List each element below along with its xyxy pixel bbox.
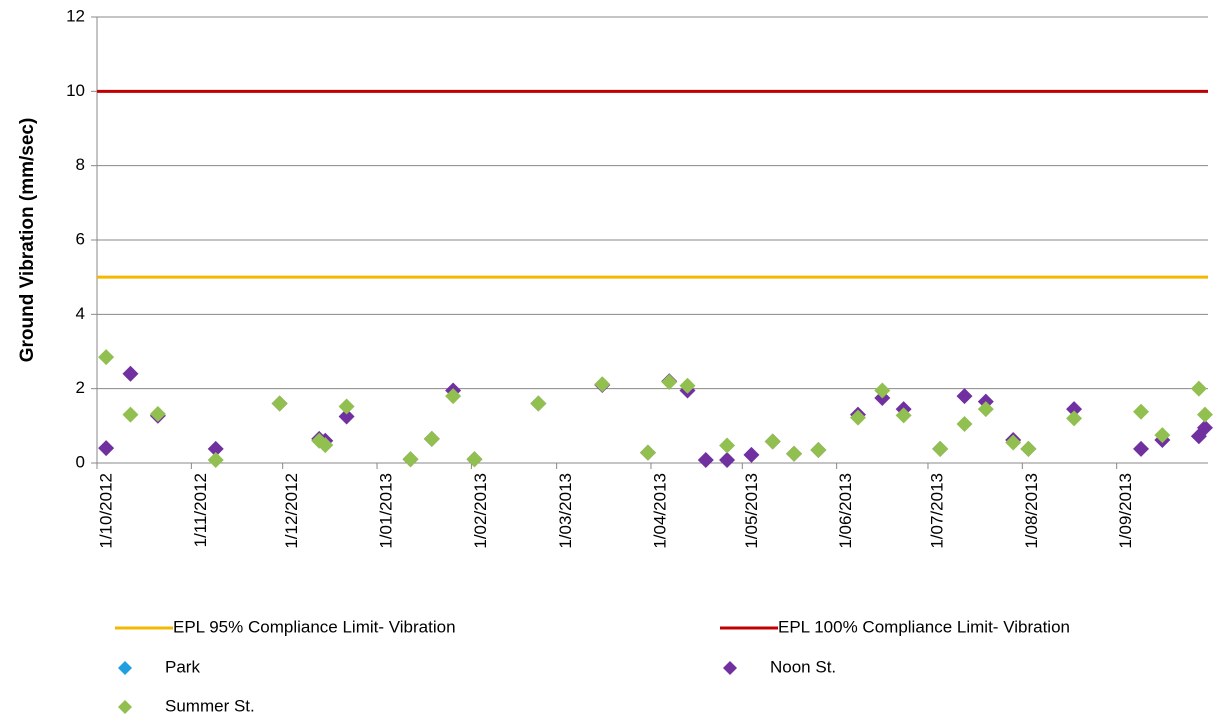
marker	[977, 401, 994, 418]
marker	[1066, 401, 1083, 418]
marker	[1190, 380, 1207, 397]
marker	[466, 451, 483, 468]
x-tick-label: 1/12/2012	[282, 473, 301, 549]
marker	[956, 388, 973, 405]
marker	[661, 373, 678, 390]
marker	[207, 452, 224, 469]
y-tick-label: 8	[76, 155, 85, 174]
marker	[122, 406, 139, 423]
marker	[149, 405, 166, 422]
marker	[1005, 434, 1022, 451]
marker	[98, 349, 115, 366]
marker	[786, 445, 803, 462]
marker	[932, 440, 949, 457]
marker	[207, 440, 224, 457]
y-tick-label: 0	[76, 452, 85, 471]
marker	[1154, 427, 1171, 444]
legend-label: EPL 100% Compliance Limit- Vibration	[778, 617, 1070, 636]
legend-marker	[723, 661, 737, 675]
marker	[719, 452, 736, 469]
marker	[338, 398, 355, 415]
marker	[122, 365, 139, 382]
marker	[719, 437, 736, 454]
marker	[1196, 419, 1213, 436]
legend-marker	[118, 700, 132, 714]
x-tick-label: 1/10/2012	[96, 473, 115, 549]
marker	[810, 441, 827, 458]
y-tick-label: 2	[76, 378, 85, 397]
marker	[594, 376, 611, 393]
marker	[743, 446, 760, 463]
marker	[895, 407, 912, 424]
marker	[849, 409, 866, 426]
marker	[1066, 410, 1083, 427]
marker	[764, 433, 781, 450]
x-tick-label: 1/09/2013	[1116, 473, 1135, 549]
y-axis-label: Ground Vibration (mm/sec)	[17, 118, 38, 363]
legend-marker	[118, 661, 132, 675]
legend-label: EPL 95% Compliance Limit- Vibration	[173, 617, 456, 636]
marker	[679, 377, 696, 394]
y-tick-label: 6	[76, 229, 85, 248]
marker	[874, 382, 891, 399]
marker	[445, 388, 462, 405]
marker	[1133, 440, 1150, 457]
marker	[530, 395, 547, 412]
marker	[1020, 440, 1037, 457]
x-tick-label: 1/01/2013	[377, 473, 396, 549]
marker	[956, 415, 973, 432]
legend-label: Park	[165, 657, 200, 676]
marker	[338, 408, 355, 425]
x-tick-label: 1/07/2013	[927, 473, 946, 549]
x-tick-label: 1/08/2013	[1022, 473, 1041, 549]
marker	[98, 440, 115, 457]
legend-label: Noon St.	[770, 657, 836, 676]
marker	[423, 430, 440, 447]
y-tick-label: 4	[76, 304, 85, 323]
marker	[1133, 403, 1150, 420]
marker	[317, 437, 334, 454]
x-tick-label: 1/04/2013	[650, 473, 669, 549]
marker	[1196, 406, 1213, 423]
x-tick-label: 1/06/2013	[836, 473, 855, 549]
x-tick-label: 1/03/2013	[556, 473, 575, 549]
y-tick-label: 10	[66, 81, 85, 100]
x-tick-label: 1/05/2013	[742, 473, 761, 549]
marker	[271, 395, 288, 412]
marker	[697, 452, 714, 469]
legend-label: Summer St.	[165, 696, 255, 715]
marker	[639, 444, 656, 461]
y-tick-label: 12	[66, 6, 85, 25]
marker	[402, 451, 419, 468]
x-tick-label: 1/11/2012	[191, 473, 210, 547]
x-tick-label: 1/02/2013	[471, 473, 490, 549]
